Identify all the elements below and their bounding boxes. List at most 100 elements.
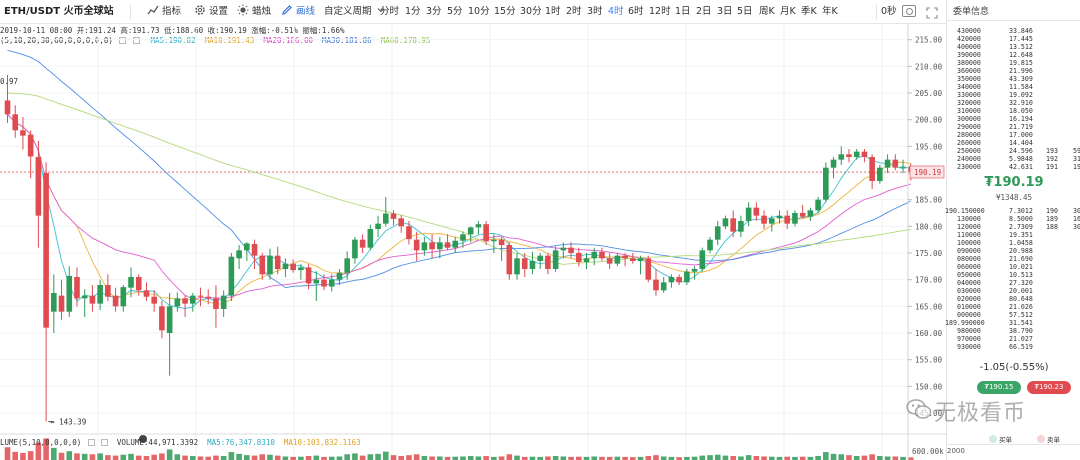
candle[interactable] (753, 202, 760, 221)
period-tab[interactable]: 1日 (675, 6, 691, 17)
settings-button[interactable]: 设置 (194, 0, 228, 23)
candle[interactable] (97, 279, 103, 311)
candle[interactable] (514, 253, 520, 280)
candle[interactable] (344, 251, 350, 280)
candle[interactable] (35, 141, 42, 248)
bid-row[interactable]: 120000 2.7309 188 30 (947, 223, 1080, 231)
candle[interactable] (112, 287, 119, 312)
candle[interactable] (128, 267, 134, 298)
ask-row[interactable]: 400000 13.512 (947, 43, 1080, 51)
candle[interactable] (676, 274, 682, 285)
candle[interactable] (27, 130, 34, 179)
candle[interactable] (413, 231, 420, 261)
candle[interactable] (352, 237, 358, 264)
candle[interactable] (43, 162, 49, 422)
period-tab[interactable]: 6时 (628, 6, 644, 17)
candle[interactable] (645, 255, 652, 283)
period-tab[interactable]: 3时 (587, 6, 603, 17)
candle[interactable] (877, 165, 883, 184)
candle[interactable] (359, 234, 366, 253)
candle[interactable] (575, 247, 582, 267)
ask-row[interactable]: 430000 33.846 (947, 27, 1080, 35)
bid-row[interactable]: 020000 80.648 (947, 295, 1080, 303)
ask-row[interactable]: 280000 17.000 (947, 131, 1080, 139)
candle[interactable] (506, 242, 513, 280)
ask-row[interactable]: 390000 12.648 (947, 51, 1080, 59)
candle[interactable] (684, 269, 690, 285)
candle[interactable] (792, 210, 798, 227)
candle[interactable] (166, 293, 173, 376)
candle[interactable] (560, 242, 567, 259)
sell-price-button[interactable]: ₮190.23 (1027, 381, 1071, 394)
period-tab[interactable]: 15分 (494, 6, 516, 17)
candle[interactable] (390, 210, 397, 226)
bid-row[interactable]: 110000 19.351 (947, 231, 1080, 239)
candle[interactable] (305, 264, 312, 290)
candle[interactable] (745, 202, 752, 227)
candle[interactable] (668, 274, 675, 288)
candle[interactable] (498, 237, 505, 261)
candle[interactable] (869, 154, 875, 189)
candle[interactable] (599, 247, 605, 261)
candle[interactable] (151, 290, 157, 312)
period-tab[interactable]: 5分 (447, 6, 463, 17)
volume-close-icon[interactable] (101, 439, 109, 446)
candle[interactable] (846, 149, 852, 163)
candle[interactable] (768, 215, 775, 232)
candle[interactable] (452, 237, 459, 253)
ask-row[interactable]: 350000 43.309 (947, 75, 1080, 83)
candle[interactable] (823, 162, 829, 203)
kline-chart[interactable]: 2019-10-11 08:00 开:191.24 高:191.73 低:188… (0, 24, 946, 460)
candle[interactable] (776, 210, 783, 224)
camera-icon[interactable] (902, 5, 916, 17)
bid-row[interactable]: 189.990000 31.541 (945, 319, 1080, 327)
candle[interactable] (251, 239, 258, 269)
period-tab[interactable]: 3分 (426, 6, 442, 17)
candle[interactable] (406, 221, 412, 245)
bid-row[interactable]: 080000 21.690 (947, 255, 1080, 263)
period-tab[interactable]: 5日 (737, 6, 753, 17)
candle-style-button[interactable]: 蜡烛 (237, 0, 271, 23)
ask-row[interactable]: 340000 11.584 (947, 83, 1080, 91)
candle[interactable] (437, 237, 443, 259)
candle[interactable] (653, 269, 659, 296)
candle[interactable] (730, 210, 736, 237)
price-plot[interactable]: 215.00210.00205.00200.00195.00190.00185.… (0, 24, 946, 460)
ask-row[interactable]: 330000 19.092 (947, 91, 1080, 99)
bid-row[interactable]: 930000 66.519 (947, 343, 1080, 351)
candle[interactable] (228, 253, 235, 301)
candle[interactable] (74, 267, 80, 307)
period-tab[interactable]: 1分 (405, 6, 421, 17)
candle[interactable] (290, 259, 296, 273)
candle[interactable] (220, 290, 227, 317)
candle[interactable] (236, 245, 242, 269)
ask-row[interactable]: 250000 24.596 193 59 (947, 147, 1080, 155)
candle[interactable] (552, 246, 559, 272)
candle[interactable] (460, 231, 466, 248)
candle[interactable] (521, 253, 528, 277)
candle[interactable] (274, 246, 281, 275)
candle[interactable] (784, 210, 791, 229)
ask-row[interactable]: 240000 5.9848 192 31 (947, 155, 1080, 163)
volume-toggle-icon[interactable] (87, 439, 95, 446)
period-tab[interactable]: 4时 (608, 6, 624, 17)
candle[interactable] (444, 234, 451, 251)
candle[interactable] (853, 149, 860, 160)
period-tab[interactable]: 10分 (468, 6, 490, 17)
candle[interactable] (321, 274, 327, 291)
ask-row[interactable]: 420000 17.445 (947, 35, 1080, 43)
candle[interactable] (81, 289, 88, 317)
candle[interactable] (900, 159, 906, 173)
draw-line-button[interactable]: 画线 (281, 0, 315, 23)
candle[interactable] (606, 253, 613, 269)
candle[interactable] (699, 247, 706, 272)
bid-row[interactable]: 040000 27.320 (947, 279, 1080, 287)
bid-row[interactable]: 060000 10.021 (947, 263, 1080, 271)
candle[interactable] (66, 266, 73, 317)
period-tab[interactable]: 月K (780, 6, 796, 17)
ma-toggle-icon[interactable] (119, 37, 127, 44)
period-tab[interactable]: 12时 (649, 6, 671, 17)
candle[interactable] (591, 247, 598, 266)
candle[interactable] (815, 197, 821, 213)
ma-close-icon[interactable] (132, 37, 140, 44)
